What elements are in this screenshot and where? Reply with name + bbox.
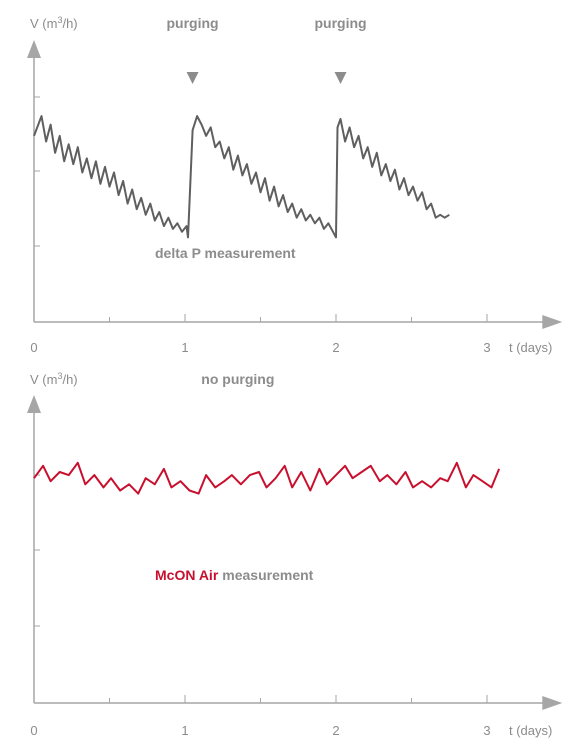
x-axis-label: t (days): [509, 723, 552, 738]
purging-marker-icon: [334, 72, 347, 84]
x-tick-label: 3: [483, 723, 490, 738]
y-axis-label: V (m3/h): [30, 15, 78, 31]
x-tick-label: 0: [30, 340, 37, 355]
annotation-label: no purging: [201, 371, 274, 387]
y-axis-arrow-icon: [27, 395, 41, 413]
measurement-label: McON Air measurement: [155, 567, 314, 583]
x-axis-label: t (days): [509, 340, 552, 355]
chart-mcon-air: 0 1 2 3 t (days) V (m3/h) no purging McON Air me…: [27, 371, 563, 738]
x-tick-label: 2: [332, 723, 339, 738]
annotation-label: purging: [314, 15, 366, 31]
purging-marker-icon: [186, 72, 199, 84]
x-tick-label: 0: [30, 723, 37, 738]
measurement-label: delta P measurement: [155, 245, 296, 261]
series-line: [33, 115, 450, 239]
x-tick-label: 1: [181, 340, 188, 355]
x-tick-label: 3: [483, 340, 490, 355]
x-tick-label: 2: [332, 340, 339, 355]
y-axis-arrow-icon: [27, 40, 41, 58]
chart-delta-p: 0 1 2 3 t (days) V (m3/h) purging purging delta …: [27, 15, 563, 355]
x-axis-arrow-icon: [542, 696, 563, 710]
annotation-label: purging: [166, 15, 218, 31]
x-tick-label: 1: [181, 723, 188, 738]
x-axis-arrow-icon: [542, 315, 563, 329]
series-line: [33, 461, 501, 495]
y-axis-label: V (m3/h): [30, 371, 78, 387]
